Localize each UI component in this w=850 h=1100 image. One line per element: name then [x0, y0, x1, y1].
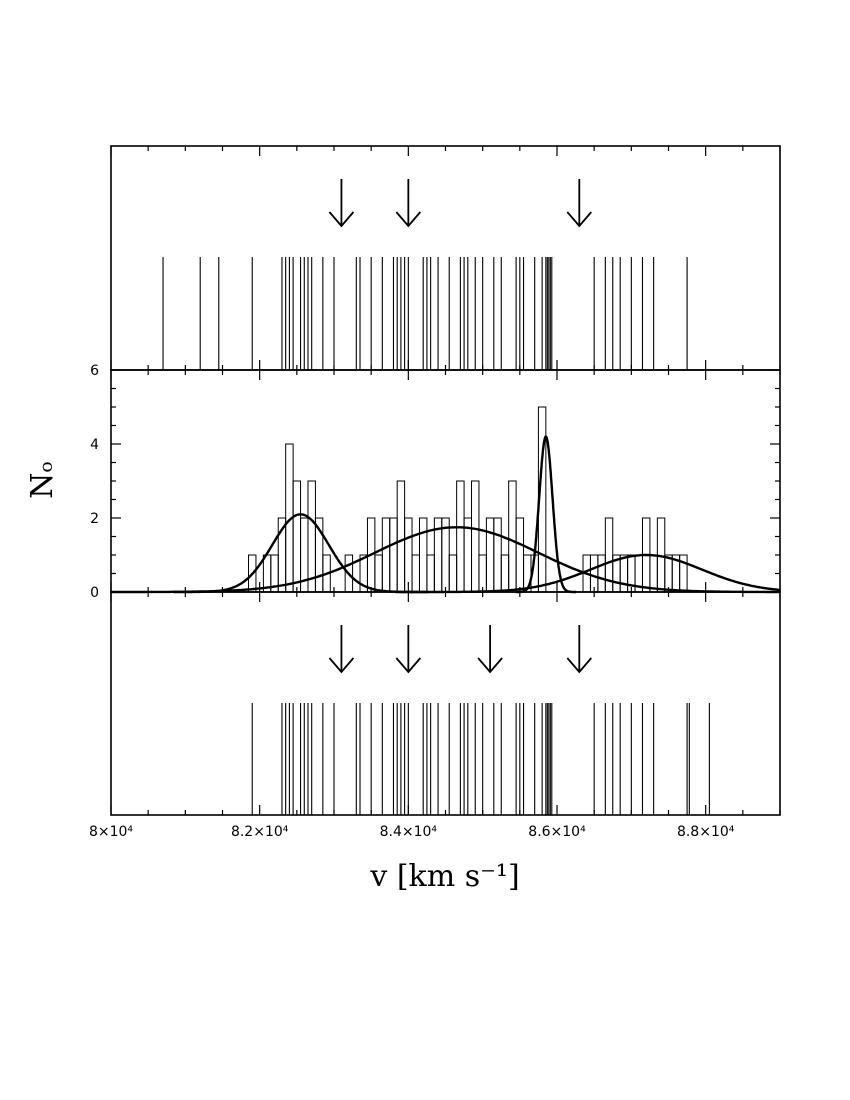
x-tick-label: 8.2×10⁴: [231, 824, 289, 840]
histogram-bar: [389, 517, 398, 593]
arrow-head-icon: [566, 211, 592, 228]
bottom-panel-frame: [110, 591, 781, 816]
histogram-bar: [448, 554, 458, 593]
histogram-bar: [589, 554, 599, 593]
middle-panel: [110, 369, 781, 594]
x-tick-label: 8.6×10⁴: [528, 824, 586, 840]
histogram-bar: [471, 480, 480, 593]
arrow-head-icon: [328, 211, 355, 228]
bottom-panel: [110, 591, 781, 816]
x-tick-label: 8.4×10⁴: [380, 824, 438, 840]
histogram-bar: [597, 554, 606, 593]
arrow-head-icon: [477, 657, 503, 674]
histogram-bar: [649, 554, 658, 593]
y-tick-label: 6: [90, 363, 99, 379]
y-tick-labels: 0 2 4 6: [90, 363, 99, 601]
histogram-bar: [456, 480, 465, 593]
histogram-bar: [619, 554, 629, 593]
histogram-bar: [404, 517, 413, 593]
gaussian-fit-curve: [515, 435, 576, 594]
histogram-bar: [396, 480, 406, 593]
gaussian-fit-curve: [111, 526, 780, 594]
arrow-head-icon: [328, 657, 355, 674]
x-tick-label: 8.8×10⁴: [677, 824, 735, 840]
top-panel-frame: [110, 145, 781, 371]
histogram-bar: [374, 554, 383, 593]
histogram-bar: [307, 480, 316, 593]
x-axis-label: v [km s⁻¹]: [369, 859, 519, 894]
y-axis-label: Nₒ: [25, 461, 60, 499]
histogram-bar: [478, 554, 487, 593]
top-panel: [110, 145, 781, 371]
histogram-bar: [664, 554, 673, 593]
arrow-head-icon: [395, 657, 422, 674]
histogram-bar: [426, 554, 435, 593]
y-tick-label: 4: [90, 437, 99, 453]
histogram-bar: [508, 480, 517, 593]
x-tick-label: 8×10⁴: [89, 824, 133, 840]
histogram-bar: [411, 554, 420, 593]
y-tick-label: 0: [90, 585, 99, 601]
y-tick-label: 2: [90, 511, 99, 527]
arrow-head-icon: [395, 211, 422, 228]
arrow-head-icon: [566, 657, 592, 674]
histogram-bar: [381, 517, 391, 593]
histogram-bar: [493, 517, 502, 593]
x-tick-labels: 8×10⁴ 8.2×10⁴ 8.4×10⁴ 8.6×10⁴ 8.8×10⁴: [89, 824, 735, 840]
histogram-bar: [292, 480, 302, 593]
histogram-bar: [500, 554, 510, 593]
histogram-bar: [418, 517, 428, 593]
histogram-bar: [485, 517, 495, 593]
histogram-bar: [515, 517, 525, 593]
